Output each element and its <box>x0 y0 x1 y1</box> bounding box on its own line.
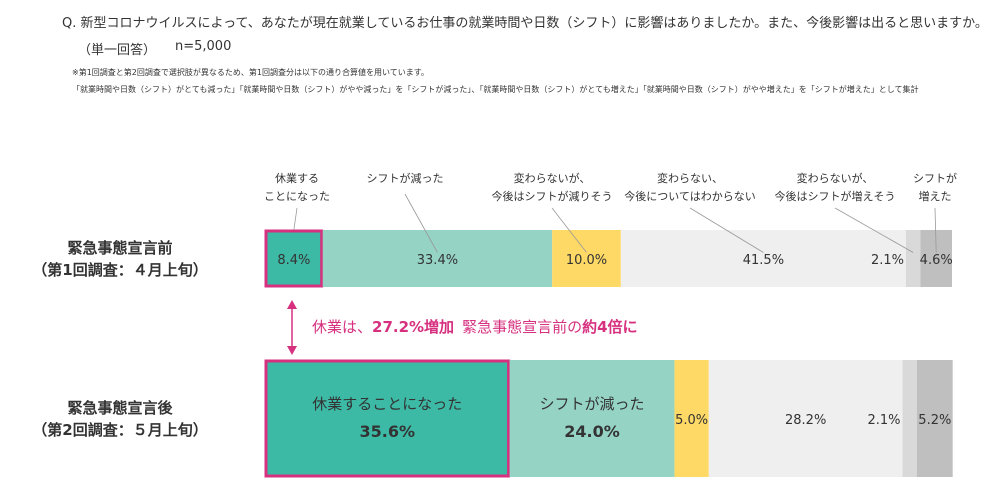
legend-label: シフトが減った <box>366 172 444 185</box>
value-label: 28.2% <box>785 413 826 428</box>
leader-line <box>404 193 438 253</box>
sample-size: n=5,000 <box>175 39 232 54</box>
note: 「就業時間や日数（シフト）がとても減った」「就業時間や日数（シフト）がやや減った… <box>72 85 919 94</box>
annotation-part: 休業は、 <box>312 318 373 336</box>
legend-label: 変わらないが、 今後はシフトが減りそう <box>491 172 613 203</box>
bar-segment <box>916 360 953 477</box>
legend-label: 変わらない、 今後についてはわからない <box>624 172 756 203</box>
value-label: 2.1% <box>868 413 901 428</box>
legend-label: シフトが 増えた <box>913 172 957 203</box>
inline-label: 休業することになった <box>312 395 462 413</box>
arrow-head <box>287 346 297 355</box>
bar-segment <box>902 360 917 477</box>
value-label: 24.0% <box>564 422 620 441</box>
leader-line <box>934 207 937 253</box>
arrow-head <box>287 300 297 309</box>
value-label: 5.2% <box>918 413 951 428</box>
value-label: 8.4% <box>277 253 310 268</box>
bar-segment <box>265 230 323 287</box>
value-label: 33.4% <box>417 253 458 268</box>
highlight-box <box>264 229 324 288</box>
value-label: 5.0% <box>675 413 708 428</box>
question: Q. 新型コロナウイルスによって、あなたが現在就業しているお仕事の就業時間や日数… <box>62 16 988 31</box>
note: ※第1回調査と第2回調査で選択肢が異なるため、第1回調査分は以下の通り合算値を用… <box>72 68 429 77</box>
value-label: 41.5% <box>743 253 784 268</box>
legend-label: 休業する ことになった <box>264 172 330 203</box>
bar-segment <box>552 230 621 287</box>
leader-line <box>293 207 298 231</box>
inline-label: シフトが減った <box>540 395 645 413</box>
legend-label: 変わらないが、 今後はシフトが増えそう <box>774 172 896 203</box>
value-label: 35.6% <box>360 422 416 441</box>
bar-segment <box>620 230 906 287</box>
category-label: 緊急事態宣言後 （第2回調査：５月上旬） <box>32 398 208 439</box>
value-label: 10.0% <box>566 253 607 268</box>
annotation-part: 緊急事態宣言前の <box>462 318 583 336</box>
annotation-part: 約4倍に <box>582 318 638 336</box>
bar-segment <box>509 360 675 477</box>
value-label: 2.1% <box>871 253 904 268</box>
bar-segment <box>322 230 553 287</box>
value-label: 4.6% <box>920 253 953 268</box>
annotation: 休業は、27.2%増加 緊急事態宣言前の約4倍に <box>312 316 638 337</box>
bar-segment <box>265 360 510 477</box>
answer-type: （単一回答） <box>78 43 157 58</box>
category-label: 緊急事態宣言前 （第1回調査：４月上旬） <box>32 238 208 279</box>
leader-line <box>834 207 914 253</box>
bar-segment <box>905 230 921 287</box>
bar-segment <box>674 360 709 477</box>
highlight-box <box>264 359 511 478</box>
leader-line <box>689 207 764 253</box>
annotation-part: 27.2%増加 <box>372 318 455 336</box>
bar-segment <box>708 360 903 477</box>
leader-line <box>551 207 587 253</box>
